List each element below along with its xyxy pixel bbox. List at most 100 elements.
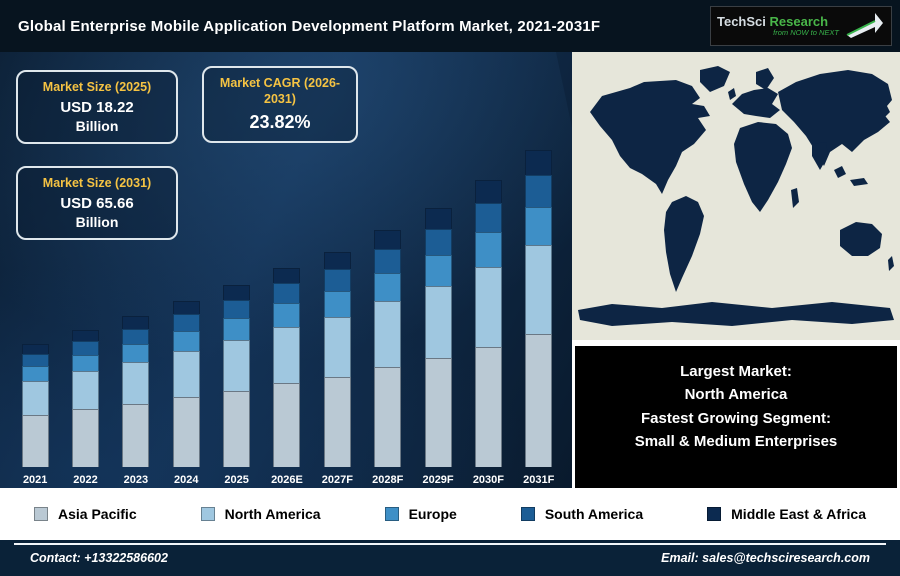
legend-swatch-icon — [200, 507, 215, 521]
caption-line-largest-market-value: North America — [684, 386, 788, 404]
bar-segment-asia-pacific — [72, 409, 100, 467]
bar-segment-north-america — [21, 381, 49, 415]
region-indonesia — [850, 178, 868, 186]
bar-segment-north-america — [525, 245, 553, 334]
bar-segment-south-america — [374, 249, 402, 273]
legend-swatch-icon — [34, 507, 48, 521]
x-axis-label: 2027F — [321, 474, 353, 486]
bar-segment-south-america — [172, 314, 200, 331]
x-axis-label: 2025 — [224, 474, 249, 486]
techsci-logo: TechSci Research from NOW to NEXT — [710, 6, 892, 46]
bar-segment-north-america — [474, 267, 502, 347]
island-madagascar — [791, 188, 799, 208]
bar-segment-asia-pacific — [424, 358, 452, 467]
logo-tagline: from NOW to NEXT — [773, 27, 839, 37]
bar-segment-north-america — [273, 327, 301, 383]
bar-column: 2021 — [10, 344, 60, 486]
stat-unit: Billion — [75, 117, 119, 134]
bar-column: 2024 — [161, 301, 211, 486]
contact-phone: Contact: +13322586602 — [30, 551, 168, 565]
stat-box-market-cagr: Market CAGR (2026-2031) 23.82% — [202, 66, 358, 144]
stat-box-market-size-2031: Market Size (2031) USD 65.66 Billion — [16, 166, 178, 240]
page-title: Global Enterprise Mobile Application Dev… — [18, 17, 601, 35]
x-axis-label: 2031F — [523, 474, 555, 486]
legend-item-asia-pacific: Asia Pacific — [34, 506, 137, 522]
bar-segment-middle-east-africa — [273, 268, 301, 283]
continent-antarctica — [578, 302, 894, 326]
bar-segment-south-america — [424, 229, 452, 255]
caption-line-fastest-segment-label: Fastest Growing Segment: — [640, 409, 832, 427]
caption-line-fastest-segment-value: Small & Medium Enterprises — [634, 432, 838, 450]
x-axis-label: 2030F — [472, 474, 505, 486]
stat-value: USD 18.22 — [60, 98, 134, 116]
bar-segment-middle-east-africa — [474, 180, 502, 203]
bar-stack-2029F — [424, 208, 452, 467]
bar-stack-2030F — [474, 180, 502, 467]
right-column: Largest Market: North America Fastest Gr… — [572, 52, 900, 488]
stat-unit: Billion — [75, 213, 119, 230]
bar-segment-middle-east-africa — [21, 344, 49, 354]
bar-segment-middle-east-africa — [374, 230, 402, 249]
legend-label: South America — [544, 506, 644, 522]
x-axis-label: 2023 — [123, 474, 149, 486]
bar-column: 2025 — [211, 285, 261, 486]
bar-segment-europe — [374, 273, 402, 301]
bar-segment-middle-east-africa — [525, 150, 553, 175]
bar-column: 2031F — [514, 150, 564, 486]
stat-box-market-size-2025: Market Size (2025) USD 18.22 Billion — [16, 70, 178, 144]
world-map — [572, 52, 900, 340]
bar-segment-south-america — [273, 283, 301, 303]
continent-africa — [734, 122, 792, 212]
bar-segment-asia-pacific — [223, 391, 251, 467]
bar-segment-north-america — [374, 301, 402, 367]
bar-segment-asia-pacific — [323, 377, 351, 467]
continent-south-america — [664, 196, 704, 292]
bar-segment-south-america — [323, 269, 351, 291]
legend-item-middle-east-africa: Middle East & Africa — [707, 506, 866, 522]
legend-label: North America — [224, 506, 321, 522]
bar-column: 2026E — [262, 268, 312, 486]
region-scandinavia — [756, 68, 774, 90]
logo-arrow-icon — [846, 13, 883, 38]
bar-segment-europe — [525, 207, 553, 245]
bar-segment-north-america — [72, 371, 100, 409]
bar-column: 2027F — [312, 252, 362, 486]
x-axis-label: 2026E — [271, 474, 303, 486]
bar-segment-middle-east-africa — [323, 252, 351, 269]
bar-segment-europe — [122, 344, 150, 362]
legend-item-south-america: South America — [520, 506, 644, 522]
region-japan — [880, 104, 890, 118]
region-british-isles — [728, 88, 736, 100]
bar-segment-north-america — [223, 340, 251, 391]
bar-segment-north-america — [323, 317, 351, 377]
legend-item-north-america: North America — [200, 506, 321, 522]
main-content: Market Size (2025) USD 18.22 Billion Mar… — [0, 52, 900, 488]
bar-segment-middle-east-africa — [122, 316, 150, 329]
legend-swatch-icon — [707, 507, 722, 521]
bar-chart: 2021 2022 2023 2024 2025 2026E 2027F 2028F 2029F… — [10, 138, 564, 486]
bar-segment-middle-east-africa — [223, 285, 251, 300]
x-axis-label: 2029F — [422, 474, 454, 486]
bar-column: 2028F — [363, 230, 413, 486]
bar-column: 2023 — [111, 316, 161, 486]
bar-segment-south-america — [21, 354, 49, 366]
bar-segment-south-america — [72, 341, 100, 355]
legend-label: Middle East & Africa — [731, 506, 866, 522]
continent-australia — [840, 222, 882, 256]
bar-stack-2027F — [323, 252, 351, 467]
bar-segment-south-america — [122, 329, 150, 344]
bar-stack-2024 — [172, 301, 200, 467]
bar-segment-asia-pacific — [374, 367, 402, 467]
bar-stack-2028F — [374, 230, 402, 467]
continent-asia — [778, 70, 892, 166]
bar-segment-south-america — [223, 300, 251, 318]
bar-segment-europe — [424, 255, 452, 286]
header-bar: Global Enterprise Mobile Application Dev… — [0, 0, 900, 52]
bar-segment-middle-east-africa — [72, 330, 100, 341]
bar-segment-south-america — [474, 203, 502, 232]
x-axis-label: 2022 — [73, 474, 98, 486]
footer-bar: Contact: +13322586602 Email: sales@techs… — [0, 540, 900, 576]
bar-column: 2030F — [463, 180, 513, 486]
stat-label: Market CAGR (2026-2031) — [219, 76, 341, 106]
continent-europe — [732, 88, 780, 118]
